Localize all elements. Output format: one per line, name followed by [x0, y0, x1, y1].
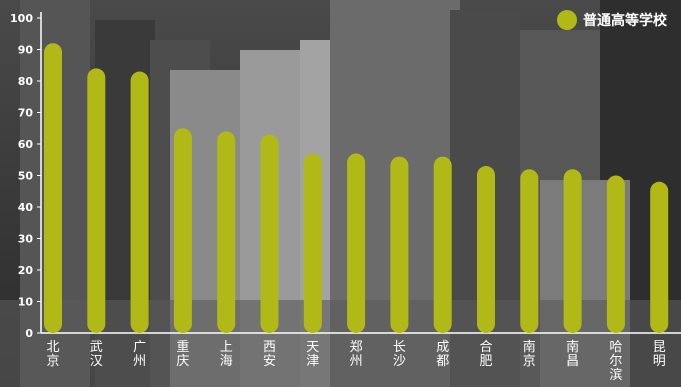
x-tick-label: 上海	[220, 340, 233, 369]
x-tick-label: 合肥	[479, 340, 492, 369]
bar-13	[606, 175, 625, 333]
x-tick-label: 郑州	[350, 340, 363, 369]
x-tick-label: 南昌	[566, 339, 579, 369]
y-tick-label: 10	[18, 296, 34, 309]
y-tick-label: 90	[18, 44, 34, 57]
y-tick-label: 80	[18, 75, 34, 88]
bar-14	[650, 181, 669, 333]
y-tick-label: 100	[10, 12, 33, 25]
bar-4	[217, 131, 236, 333]
bar-8	[390, 156, 409, 333]
legend-label: 普通高等学校	[583, 13, 667, 29]
y-tick-label: 40	[18, 201, 34, 214]
bar-5	[260, 134, 279, 333]
y-tick-label: 20	[18, 264, 34, 277]
x-tick-label: 哈尔滨	[609, 340, 622, 383]
bar-11	[520, 169, 539, 333]
y-tick-label: 70	[18, 107, 34, 120]
x-tick-label: 北京	[46, 340, 59, 369]
bars	[44, 43, 669, 334]
bar-9	[433, 156, 452, 333]
y-tick-label: 50	[18, 170, 34, 183]
x-tick-label: 天津	[306, 340, 319, 369]
x-tick-label: 广州	[133, 340, 146, 369]
bar-7	[347, 153, 366, 333]
bar-1	[87, 68, 106, 334]
y-tick-label: 0	[25, 327, 33, 340]
x-tick-label: 武汉	[90, 340, 103, 369]
legend: 普通高等学校	[557, 10, 667, 30]
bar-2	[130, 71, 149, 334]
x-tick-label: 西安	[263, 340, 276, 369]
bar-6	[303, 153, 322, 333]
x-tick-label: 成都	[436, 340, 449, 369]
bar-3	[173, 128, 192, 333]
x-tick-label: 重庆	[176, 339, 189, 369]
bar-0	[44, 43, 62, 333]
y-tick-label: 30	[18, 233, 34, 246]
bar-10	[477, 166, 495, 333]
legend-marker	[557, 10, 577, 30]
bar-12	[563, 169, 582, 333]
x-tick-label: 昆明	[653, 340, 666, 369]
x-tick-label: 长沙	[393, 340, 406, 369]
y-tick-label: 60	[18, 138, 34, 151]
axes: 0 10 20 30 40 50 60 70 80 90 100	[10, 12, 681, 340]
x-tick-label: 南京	[523, 339, 536, 369]
